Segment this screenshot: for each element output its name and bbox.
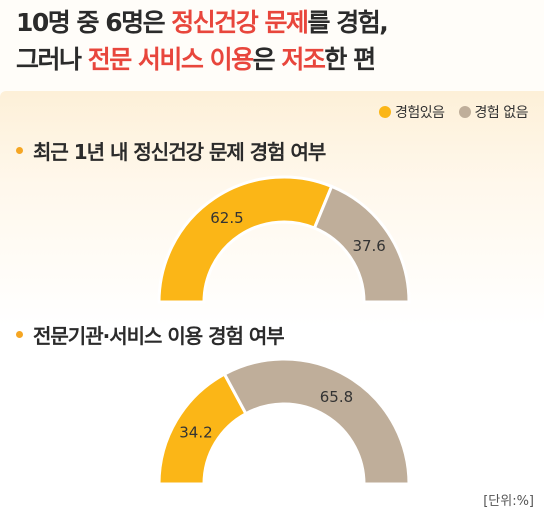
bullet-dot: [16, 331, 23, 338]
headline-highlight: 정신건강 문제: [171, 8, 309, 37]
headline-segment: 한 편: [324, 45, 376, 74]
headline-segment: 그러나: [16, 45, 88, 74]
chart-panel: [0, 91, 544, 519]
chart-1-value-label-not-experienced: 37.6: [352, 237, 385, 255]
legend-item-experienced: 경험있음: [378, 102, 445, 122]
chart-2-segment-not-experienced: [222, 357, 411, 486]
bullet-dot: [16, 147, 23, 154]
chart-1-title: 최근 1년 내 정신건강 문제 경험 여부: [16, 136, 326, 165]
headline: 10명 중 6명은 정신건강 문제를 경험, 그러나 전문 서비스 이용은 저조…: [16, 4, 536, 78]
chart-2-title-text: 전문기관·서비스 이용 경험 여부: [33, 324, 285, 348]
chart-2-value-label-experienced: 34.2: [179, 424, 212, 442]
headline-segment: 10명 중 6명은: [16, 8, 172, 37]
legend-label-not-experienced: 경험 없음: [474, 105, 529, 121]
legend-swatch-experienced: [378, 106, 391, 118]
legend-swatch-not-experienced: [458, 106, 471, 118]
headline-highlight: 전문 서비스 이용: [87, 45, 254, 74]
headline-line-1: 10명 중 6명은 정신건강 문제를 경험,: [16, 4, 536, 41]
chart-1-title-text: 최근 1년 내 정신건강 문제 경험 여부: [33, 140, 326, 164]
headline-segment: 은: [252, 45, 282, 74]
headline-segment: 를 경험,: [307, 8, 389, 37]
legend-label-experienced: 경험있음: [394, 105, 445, 121]
headline-highlight: 저조: [281, 45, 326, 74]
chart-1-segment-not-experienced: [312, 184, 411, 304]
chart-2-title: 전문기관·서비스 이용 경험 여부: [16, 320, 285, 349]
legend-item-not-experienced: 경험 없음: [458, 102, 529, 122]
headline-line-2: 그러나 전문 서비스 이용은 저조한 편: [16, 41, 536, 78]
chart-1-value-label-experienced: 62.5: [210, 209, 243, 227]
unit-label: [단위:%]: [483, 494, 534, 509]
chart-1-segment-experienced: [157, 175, 334, 304]
chart-2-value-label-not-experienced: 65.8: [320, 388, 353, 406]
chart-legend: 경험있음 경험 없음: [378, 102, 529, 122]
